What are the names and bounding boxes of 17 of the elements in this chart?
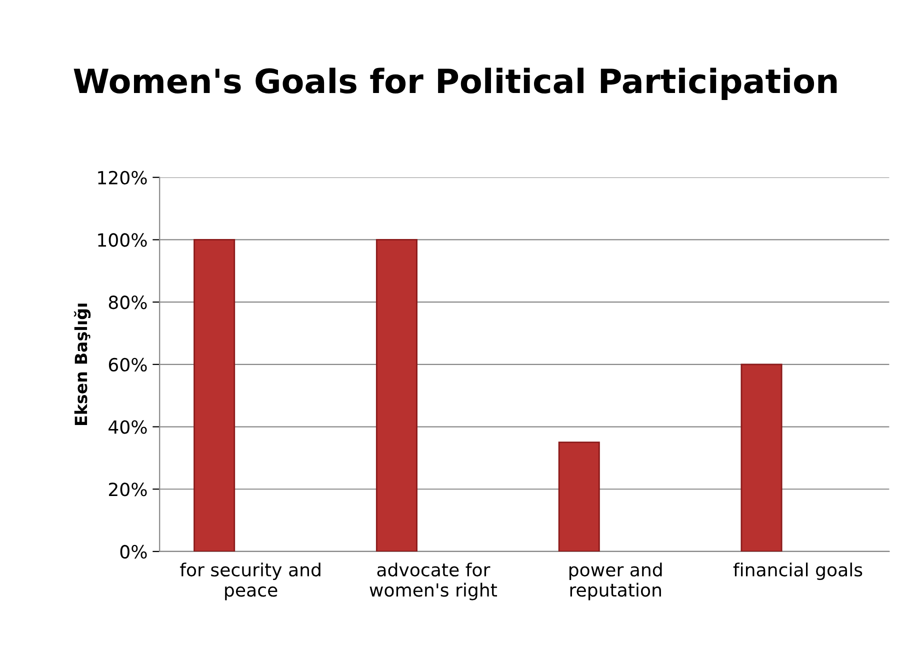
x-tick-label: power and reputation [569,562,662,600]
x-tick-label: financial goals [733,562,862,580]
y-axis-title: Eksen Başlığı [74,304,91,426]
y-tick-label: 100% [98,233,147,247]
y-tick-label: 40% [108,420,147,434]
y-tick-label: 0% [120,544,147,559]
bar [194,239,236,552]
y-tick-label: 60% [108,358,147,372]
bar [740,364,782,552]
x-tick-label: advocate for women's right [370,562,498,600]
chart-title: Women's Goals for Political Participation [74,68,837,100]
y-tick-label: 80% [108,296,147,310]
bar [558,442,600,552]
x-tick-label: for security and peace [180,562,320,600]
y-tick-label: 120% [98,170,147,184]
bar [376,239,418,552]
y-tick-label: 20% [108,482,147,496]
